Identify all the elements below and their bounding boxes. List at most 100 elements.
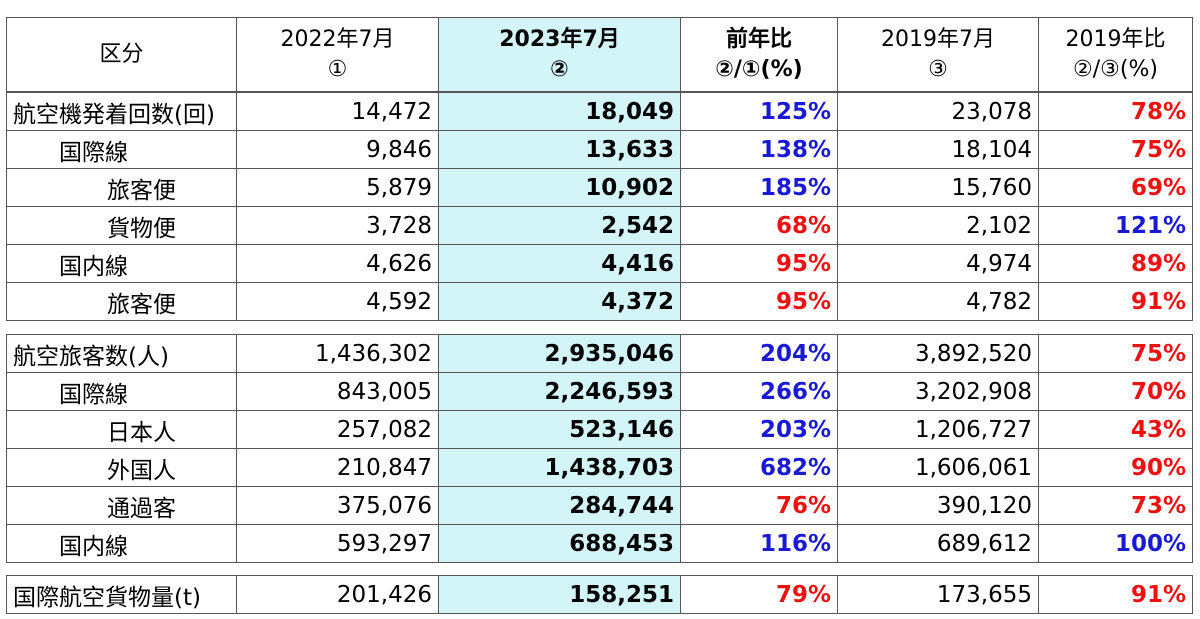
value-2019: 390,120 [837,486,1039,525]
vs2019-percent: 70% [1038,372,1193,411]
value-2022: 5,879 [236,168,439,207]
row-label: 国内線 [6,524,237,563]
value-2023: 2,246,593 [438,372,681,411]
value-2019: 173,655 [837,575,1039,614]
value-2019: 4,782 [837,282,1039,321]
vs2019-percent: 75% [1038,334,1193,373]
value-2019: 4,974 [837,244,1039,283]
yoy-percent: 266% [680,372,838,411]
yoy-percent: 204% [680,334,838,373]
vs2019-percent: 43% [1038,410,1193,449]
yoy-percent: 185% [680,168,838,207]
header-2022: 2022年7月 ① [236,17,439,92]
value-2023: 18,049 [438,92,681,131]
flights-table: 航空機発着回数(回) 14,472 18,049 125% 23,078 78% 国際線 9,… [6,92,1193,321]
row-label: 国際線 [6,372,237,411]
table-row: 日本人 257,082 523,146 203% 1,206,727 43% [6,410,1193,449]
row-label: 旅客便 [6,282,237,321]
value-2023: 10,902 [438,168,681,207]
row-label: 航空機発着回数(回) [6,92,237,131]
vs2019-percent: 91% [1038,575,1193,614]
value-2023: 284,744 [438,486,681,525]
row-label: 航空旅客数(人) [6,334,237,373]
table-row: 旅客便 5,879 10,902 185% 15,760 69% [6,168,1193,207]
value-2022: 3,728 [236,206,439,245]
passengers-table: 航空旅客数(人) 1,436,302 2,935,046 204% 3,892,520 7… [6,334,1193,563]
value-2023: 158,251 [438,575,681,614]
value-2023: 4,416 [438,244,681,283]
table-row: 通過客 375,076 284,744 76% 390,120 73% [6,486,1193,525]
yoy-percent: 95% [680,244,838,283]
table-row: 外国人 210,847 1,438,703 682% 1,606,061 90% [6,448,1193,487]
value-2023: 2,935,046 [438,334,681,373]
table-row: 国際線 843,005 2,246,593 266% 3,202,908 70% [6,372,1193,411]
value-2022: 14,472 [236,92,439,131]
header-category: 区分 [6,17,237,92]
row-label: 通過客 [6,486,237,525]
table-row: 旅客便 4,592 4,372 95% 4,782 91% [6,282,1193,321]
row-label: 国際線 [6,130,237,169]
value-2023: 523,146 [438,410,681,449]
table-row: 国際線 9,846 13,633 138% 18,104 75% [6,130,1193,169]
header-2023: 2023年7月 ② [438,17,681,92]
value-2022: 4,626 [236,244,439,283]
table-row: 航空機発着回数(回) 14,472 18,049 125% 23,078 78% [6,92,1193,131]
row-label: 日本人 [6,410,237,449]
value-2022: 9,846 [236,130,439,169]
value-2022: 210,847 [236,448,439,487]
value-2019: 1,206,727 [837,410,1039,449]
header-2019: 2019年7月 ③ [837,17,1039,92]
table-row: 国内線 4,626 4,416 95% 4,974 89% [6,244,1193,283]
value-2023: 1,438,703 [438,448,681,487]
vs2019-percent: 89% [1038,244,1193,283]
header-table: 区分 2022年7月 ① 2023年7月 ② 前年比 ②/①(%) 2019年7月 ③ … [6,17,1193,92]
table-row: 貨物便 3,728 2,542 68% 2,102 121% [6,206,1193,245]
vs2019-percent: 75% [1038,130,1193,169]
value-2019: 1,606,061 [837,448,1039,487]
yoy-percent: 125% [680,92,838,131]
value-2022: 593,297 [236,524,439,563]
value-2019: 3,202,908 [837,372,1039,411]
yoy-percent: 79% [680,575,838,614]
yoy-percent: 138% [680,130,838,169]
value-2019: 23,078 [837,92,1039,131]
value-2023: 4,372 [438,282,681,321]
value-2019: 15,760 [837,168,1039,207]
yoy-percent: 116% [680,524,838,563]
yoy-percent: 76% [680,486,838,525]
vs2019-percent: 91% [1038,282,1193,321]
value-2022: 4,592 [236,282,439,321]
header-vs2019: 2019年比 ②/③(%) [1038,17,1193,92]
value-2019: 18,104 [837,130,1039,169]
value-2022: 1,436,302 [236,334,439,373]
yoy-percent: 682% [680,448,838,487]
value-2019: 689,612 [837,524,1039,563]
yoy-percent: 95% [680,282,838,321]
yoy-percent: 68% [680,206,838,245]
value-2023: 13,633 [438,130,681,169]
value-2022: 257,082 [236,410,439,449]
value-2019: 2,102 [837,206,1039,245]
vs2019-percent: 69% [1038,168,1193,207]
row-label: 国際航空貨物量(t) [6,575,237,614]
vs2019-percent: 90% [1038,448,1193,487]
header-yoy: 前年比 ②/①(%) [680,17,838,92]
table-row: 国際航空貨物量(t) 201,426 158,251 79% 173,655 91% [6,575,1193,614]
row-label: 国内線 [6,244,237,283]
value-2023: 688,453 [438,524,681,563]
value-2022: 843,005 [236,372,439,411]
vs2019-percent: 73% [1038,486,1193,525]
row-label: 旅客便 [6,168,237,207]
row-label: 貨物便 [6,206,237,245]
vs2019-percent: 78% [1038,92,1193,131]
value-2019: 3,892,520 [837,334,1039,373]
cargo-table: 国際航空貨物量(t) 201,426 158,251 79% 173,655 91% [6,575,1193,614]
value-2023: 2,542 [438,206,681,245]
table-row: 航空旅客数(人) 1,436,302 2,935,046 204% 3,892,520 7… [6,334,1193,373]
yoy-percent: 203% [680,410,838,449]
row-label: 外国人 [6,448,237,487]
vs2019-percent: 121% [1038,206,1193,245]
vs2019-percent: 100% [1038,524,1193,563]
value-2022: 375,076 [236,486,439,525]
value-2022: 201,426 [236,575,439,614]
